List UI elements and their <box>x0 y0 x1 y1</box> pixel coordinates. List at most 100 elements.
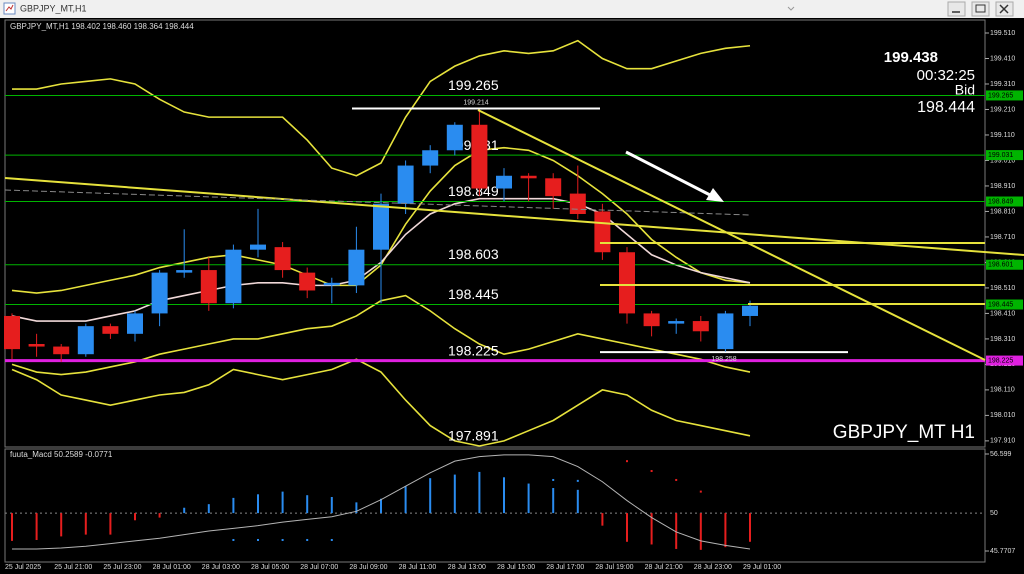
level-price-label: 198.225 <box>988 357 1013 364</box>
candle-body <box>422 150 439 166</box>
chart-header: GBPJPY_MT,H1 198.402 198.460 198.364 198… <box>10 22 194 31</box>
macd-dot <box>626 460 628 463</box>
macd-bar <box>109 513 112 535</box>
candle-body <box>717 313 734 350</box>
x-tick-label: 28 Jul 23:00 <box>694 564 732 571</box>
dropdown-arrow[interactable] <box>787 6 795 11</box>
candle-body <box>323 282 340 286</box>
candle-body <box>225 249 242 304</box>
level-price-label: 198.601 <box>988 262 1013 269</box>
level-price-box <box>986 90 1023 101</box>
x-tick-label: 25 Jul 21:00 <box>54 564 92 571</box>
x-tick-label: 28 Jul 21:00 <box>645 564 683 571</box>
y-tick-label: 198.710 <box>990 234 1015 241</box>
macd-dot <box>650 470 653 473</box>
candle-body <box>569 193 586 214</box>
candle-body <box>250 244 266 250</box>
x-tick-label: 25 Jul 23:00 <box>103 564 141 571</box>
candle-body <box>668 321 685 324</box>
candle-body <box>176 270 193 273</box>
symbol-label: GBPJPY_MT H1 <box>833 422 975 443</box>
y-tick-label: 198.010 <box>990 412 1015 419</box>
window-icon <box>3 2 16 15</box>
candle-body <box>742 305 758 316</box>
candle-body <box>53 346 70 355</box>
macd-line <box>12 454 751 550</box>
macd-dot <box>306 538 309 541</box>
y-tick-label: 199.410 <box>990 55 1015 62</box>
x-tick-label: 28 Jul 03:00 <box>202 564 240 571</box>
y-tick-label: 198.410 <box>990 310 1015 317</box>
macd-bar <box>699 513 702 550</box>
window-title: GBPJPY_MT,H1 <box>20 3 87 13</box>
macd-bar <box>749 513 751 542</box>
macd-bar <box>158 513 161 518</box>
candle-body <box>594 211 611 253</box>
candle-body <box>619 252 635 314</box>
macd-bar <box>281 491 284 514</box>
level-text: 198.603 <box>448 246 499 262</box>
arrow-shaft <box>625 150 713 198</box>
main-pane <box>4 19 986 448</box>
close-button[interactable] <box>995 1 1014 17</box>
macd-dot <box>330 538 333 541</box>
y-tick-label: 198.510 <box>990 285 1015 292</box>
y-tick-label: 199.310 <box>990 81 1015 88</box>
maximize-button[interactable] <box>971 1 990 17</box>
title-bar <box>0 0 1024 18</box>
candle-body <box>471 124 488 189</box>
candle-body <box>127 313 143 334</box>
y-tick-label: 197.910 <box>990 438 1015 445</box>
macd-bar <box>626 513 628 542</box>
y-tick-label: 198.810 <box>990 208 1015 215</box>
macd-header: fuuta_Macd 50.2589 -0.0771 <box>10 450 113 459</box>
x-tick-label: 28 Jul 07:00 <box>300 564 338 571</box>
indicator-line <box>12 39 751 177</box>
macd-dot <box>699 490 702 493</box>
x-tick-label: 29 Jul 01:00 <box>743 564 781 571</box>
candle-body <box>274 247 291 271</box>
y-tick-label: 199.010 <box>990 157 1015 164</box>
macd-bar <box>650 513 653 545</box>
level-price-box <box>986 259 1023 270</box>
dashed-trend-line <box>4 189 751 216</box>
macd-bar <box>11 513 13 541</box>
macd-dot <box>257 538 259 541</box>
macd-bar <box>355 502 358 514</box>
level-price-label: 199.031 <box>988 152 1013 159</box>
x-tick-label: 28 Jul 09:00 <box>349 564 387 571</box>
time-remain: 00:32:25 <box>917 67 975 84</box>
minimize-box[interactable] <box>947 1 966 17</box>
macd-tick-label: 56.599 <box>990 451 1012 458</box>
macd-bar <box>576 489 579 514</box>
candle-body <box>151 272 168 314</box>
macd-bar <box>330 496 333 514</box>
macd-bar <box>380 498 382 514</box>
candle-body <box>299 272 316 291</box>
x-tick-label: 28 Jul 11:00 <box>399 564 437 571</box>
macd-bar <box>453 474 456 514</box>
macd-dot <box>281 538 284 541</box>
level-price-label: 198.445 <box>988 301 1013 308</box>
level-price-box <box>986 196 1023 207</box>
x-tick-label: 25 Jul 2025 <box>5 564 41 571</box>
maximize-box[interactable] <box>971 1 990 17</box>
macd-dot <box>232 538 235 541</box>
x-tick-label: 28 Jul 15:00 <box>497 564 535 571</box>
macd-bar <box>84 513 87 535</box>
macd-dot <box>675 478 678 481</box>
x-tick-label: 28 Jul 17:00 <box>546 564 584 571</box>
level-text: 198.445 <box>448 286 499 302</box>
annotation-label: 199.214 <box>463 99 488 106</box>
candle-body <box>373 203 389 250</box>
trend-line <box>477 109 986 361</box>
macd-bar <box>404 486 407 514</box>
macd-bar <box>60 513 63 537</box>
price-big: 199.438 <box>884 49 938 66</box>
macd-bar <box>306 495 309 514</box>
window-icon-glyph <box>5 4 14 12</box>
minimize-button[interactable] <box>947 1 966 17</box>
candle-body <box>520 175 537 179</box>
